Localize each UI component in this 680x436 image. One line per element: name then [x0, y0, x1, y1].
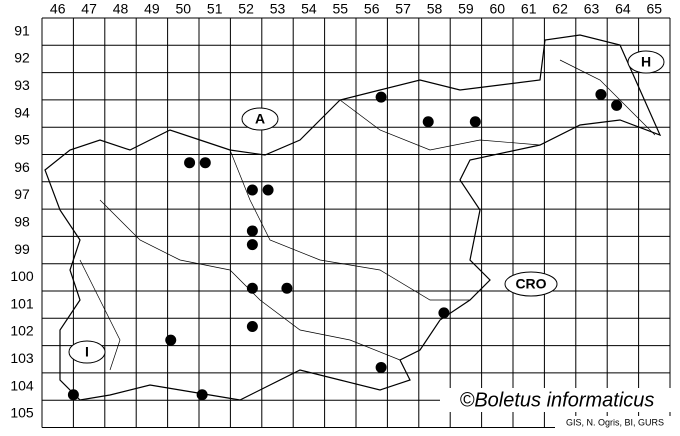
column-label: 63 [584, 1, 600, 17]
record-dot [246, 320, 258, 332]
label-bubble [504, 271, 558, 297]
row-label: 102 [10, 323, 34, 339]
row-label: 97 [14, 186, 30, 202]
row-label: 95 [14, 132, 30, 148]
label-bubble [627, 50, 665, 74]
row-label: 98 [14, 213, 30, 229]
column-label: 46 [50, 1, 66, 17]
river [559, 59, 656, 136]
column-label: 47 [81, 1, 97, 17]
record-dot [422, 116, 434, 128]
label-bubble [68, 340, 106, 364]
record-dot [469, 116, 481, 128]
column-label: 61 [521, 1, 537, 17]
record-dot [611, 99, 623, 111]
record-dot [262, 184, 274, 196]
row-label: 103 [10, 350, 34, 366]
record-dot [375, 361, 387, 373]
copyright: ©Boletus informaticus [460, 389, 655, 411]
record-dot [281, 282, 293, 294]
row-label: 94 [14, 104, 30, 120]
row-label: 91 [14, 22, 30, 38]
column-label: 50 [176, 1, 192, 17]
column-label: 57 [395, 1, 411, 17]
points [67, 88, 623, 401]
row-label: 96 [14, 159, 30, 175]
column-label: 52 [238, 1, 254, 17]
record-dot [196, 389, 208, 401]
record-dot [246, 184, 258, 196]
column-label: 51 [207, 1, 223, 17]
country-label: A [255, 111, 265, 127]
record-dot [595, 88, 607, 100]
record-dot [375, 91, 387, 103]
credits: GIS, N. Ogris, BI, GURS [566, 417, 664, 427]
row-label: 93 [14, 77, 30, 93]
column-label: 49 [144, 1, 160, 17]
record-dot [246, 225, 258, 237]
record-dot [165, 334, 177, 346]
row-label: 92 [14, 50, 30, 66]
column-label: 56 [364, 1, 380, 17]
column-label: 62 [552, 1, 568, 17]
record-dot [246, 239, 258, 251]
country-label: H [641, 54, 651, 70]
column-label: 59 [458, 1, 474, 17]
row-label: 104 [10, 377, 34, 393]
row-label: 99 [14, 241, 30, 257]
record-dot [67, 389, 79, 401]
country-label: CRO [515, 276, 546, 292]
country-label: I [85, 344, 89, 360]
column-label: 58 [427, 1, 443, 17]
record-dot [438, 307, 450, 319]
record-dot [246, 282, 258, 294]
row-label: 105 [10, 405, 34, 421]
country-border [44, 34, 662, 401]
river [339, 99, 541, 151]
copyright-bg [440, 388, 674, 412]
credits-bg [555, 416, 675, 428]
grid [41, 17, 671, 428]
record-dot [199, 157, 211, 169]
label-bubble [241, 107, 279, 131]
column-label: 54 [301, 1, 317, 17]
column-label: 48 [113, 1, 129, 17]
column-label: 53 [270, 1, 286, 17]
river [229, 149, 470, 301]
row-label: 100 [10, 268, 34, 284]
column-label: 55 [333, 1, 349, 17]
record-dot [184, 157, 196, 169]
row-label: 101 [10, 295, 34, 311]
river [79, 259, 121, 371]
river [99, 199, 401, 361]
column-label: 60 [490, 1, 506, 17]
column-label: 65 [647, 1, 663, 17]
column-label: 64 [615, 1, 631, 17]
